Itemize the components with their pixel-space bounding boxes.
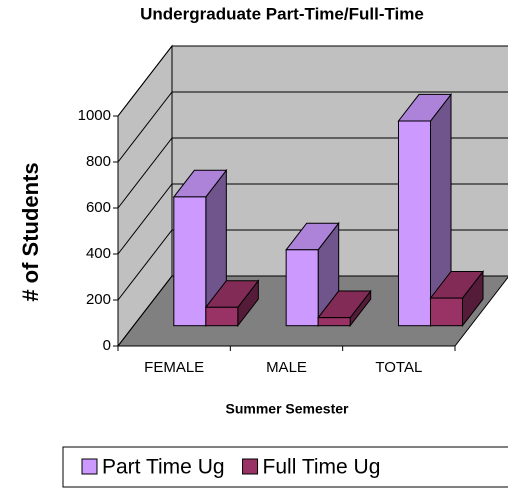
bar-front <box>285 249 319 327</box>
y-tick-label: 600 <box>86 199 111 216</box>
bar <box>429 270 485 328</box>
x-tick-label: MALE <box>266 359 307 376</box>
bar-front <box>317 317 351 327</box>
x-tick-label: TOTAL <box>375 359 422 376</box>
legend-swatch <box>242 458 259 475</box>
grid-line <box>117 275 508 347</box>
y-tick-label: 800 <box>86 153 111 170</box>
bar <box>204 279 260 328</box>
grid-line <box>117 45 508 117</box>
y-tick-label: 200 <box>86 291 111 308</box>
legend-label: Full Time Ug <box>263 456 381 479</box>
legend-label: Part Time Ug <box>102 456 225 479</box>
x-axis-title: Summer Semester <box>226 401 350 417</box>
bar-front <box>429 297 463 327</box>
legend-swatch <box>81 458 98 475</box>
bar-front <box>173 196 207 327</box>
bar-front <box>205 306 239 327</box>
bar <box>317 289 372 328</box>
y-tick-label: 0 <box>103 337 111 354</box>
y-tick-label: 1000 <box>78 107 111 124</box>
y-tick-label: 400 <box>86 245 111 262</box>
bar-front <box>397 120 431 327</box>
chart-title: Undergraduate Part-Time/Full-Time <box>140 4 424 23</box>
y-axis-title: # of Students <box>18 162 43 301</box>
grid-line <box>117 229 508 301</box>
grid-line <box>117 91 508 163</box>
legend-box <box>62 446 508 488</box>
bar <box>397 92 453 328</box>
x-tick-label: FEMALE <box>144 359 204 376</box>
grid-line <box>117 183 508 255</box>
grid-line <box>117 137 508 209</box>
